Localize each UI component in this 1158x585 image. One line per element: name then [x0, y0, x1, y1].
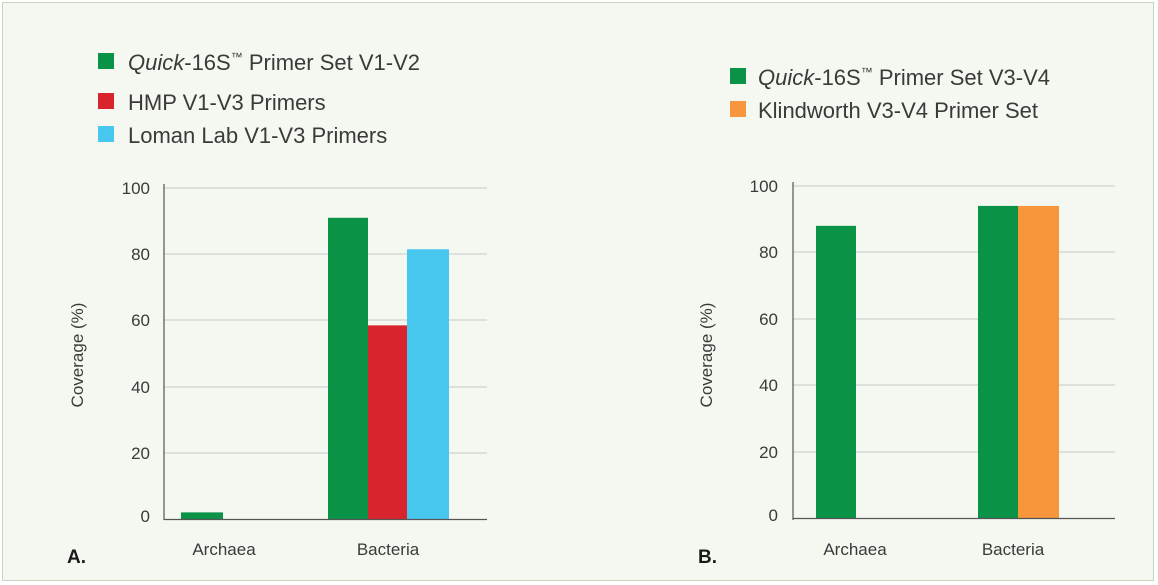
bar-a-bacteria-loman — [407, 249, 449, 520]
legend-a-swatch-quick — [98, 53, 114, 69]
legend-a-label-quick: Quick-16S™ Primer Set V1-V2 — [128, 50, 420, 75]
ytick-a-100: 100 — [122, 179, 150, 198]
legend-a-swatch-loman — [98, 126, 114, 142]
ytick-a-60: 60 — [131, 311, 150, 330]
xtick-a-archaea: Archaea — [192, 540, 256, 559]
bar-a-archaea-quick — [181, 512, 223, 519]
bar-a-bacteria-quick — [328, 217, 368, 520]
legend-b-swatch-klindworth — [730, 101, 746, 117]
ytick-b-40: 40 — [759, 376, 778, 395]
ytick-b-20: 20 — [759, 443, 778, 462]
legend-b: Quick-16S™ Primer Set V3-V4 Klindworth V… — [730, 65, 1050, 123]
bar-a-bacteria-hmp — [368, 325, 407, 519]
legend-a-label-loman: Loman Lab V1-V3 Primers — [128, 123, 387, 148]
xtick-a-bacteria: Bacteria — [357, 540, 420, 559]
ytick-b-100: 100 — [750, 177, 778, 196]
legend-b-swatch-quick — [730, 68, 746, 84]
axes-a — [163, 184, 487, 521]
y-axis-label-b: Coverage (%) — [697, 303, 716, 408]
panel-a: Quick-16S™ Primer Set V1-V2 HMP V1-V3 Pr… — [67, 50, 487, 568]
xtick-b-bacteria: Bacteria — [982, 540, 1045, 559]
panel-b: Quick-16S™ Primer Set V3-V4 Klindworth V… — [697, 65, 1115, 568]
ytick-a-20: 20 — [131, 444, 150, 463]
legend-a-label-hmp: HMP V1-V3 Primers — [128, 90, 326, 115]
legend-a-swatch-hmp — [98, 93, 114, 109]
ytick-a-80: 80 — [131, 245, 150, 264]
yticks-b: 100 80 60 40 20 0 — [750, 177, 778, 525]
ytick-b-80: 80 — [759, 243, 778, 262]
legend-b-label-quick: Quick-16S™ Primer Set V3-V4 — [758, 65, 1050, 90]
ytick-a-40: 40 — [131, 378, 150, 397]
bar-b-bacteria-quick — [978, 205, 1018, 519]
ytick-b-60: 60 — [759, 310, 778, 329]
y-axis-label-a: Coverage (%) — [68, 303, 87, 408]
ytick-a-0: 0 — [141, 507, 150, 526]
yticks-a: 100 80 60 40 20 0 — [122, 179, 150, 526]
legend-a: Quick-16S™ Primer Set V1-V2 HMP V1-V3 Pr… — [98, 50, 420, 148]
bar-b-archaea-quick — [816, 225, 856, 518]
legend-b-label-klindworth: Klindworth V3-V4 Primer Set — [758, 98, 1038, 123]
ytick-b-0: 0 — [769, 506, 778, 525]
xtick-b-archaea: Archaea — [823, 540, 887, 559]
bars-b — [816, 205, 1059, 519]
bars-a — [181, 217, 449, 520]
panel-label-b: B. — [698, 547, 717, 568]
axes-b — [792, 182, 1115, 520]
panel-label-a: A. — [67, 547, 86, 568]
bar-b-bacteria-klindworth — [1018, 205, 1059, 519]
